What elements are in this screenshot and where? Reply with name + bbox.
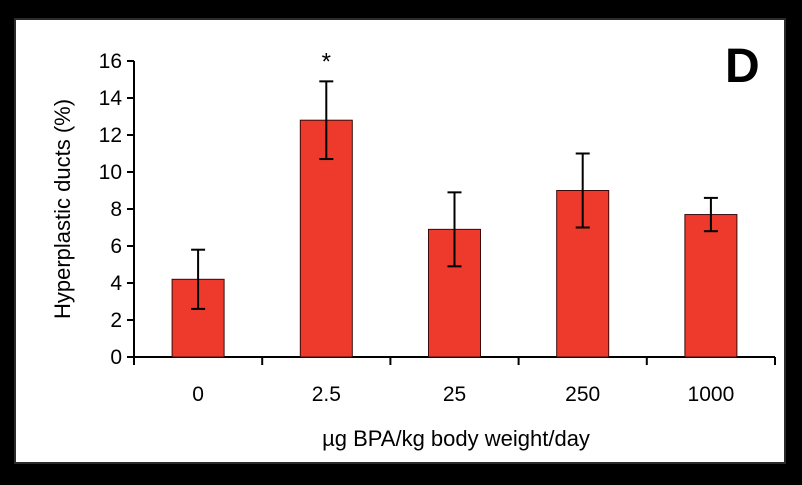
x-tick-label: 250 (565, 383, 600, 406)
bar-1000 (684, 214, 738, 358)
y-tick-label: 14 (99, 87, 123, 110)
x-tick-label: 0 (192, 383, 204, 406)
y-tick-label: 4 (110, 272, 122, 295)
panel-label: D (725, 40, 760, 93)
y-axis-title: Hyperplastic ducts (%) (50, 99, 75, 319)
y-tick-label: 0 (110, 346, 122, 369)
y-tick-label: 10 (99, 161, 122, 184)
x-axis-title: µg BPA/kg body weight/day (322, 426, 590, 451)
x-tick-label: 1000 (688, 383, 735, 406)
x-tick-label: 25 (443, 383, 466, 406)
y-tick-label: 6 (110, 235, 122, 258)
y-tick-label: 16 (99, 50, 122, 73)
y-tick-label: 12 (99, 124, 122, 147)
chart-panel (14, 18, 786, 464)
y-tick-label: 8 (110, 198, 122, 221)
y-tick-label: 2 (110, 309, 122, 332)
plot-area: 0 2 4 6 8 10 12 14 16 0 2.5 25 250 1000 * (99, 48, 776, 406)
significance-marker: * (322, 48, 331, 75)
x-tick-label: 2.5 (312, 383, 341, 406)
